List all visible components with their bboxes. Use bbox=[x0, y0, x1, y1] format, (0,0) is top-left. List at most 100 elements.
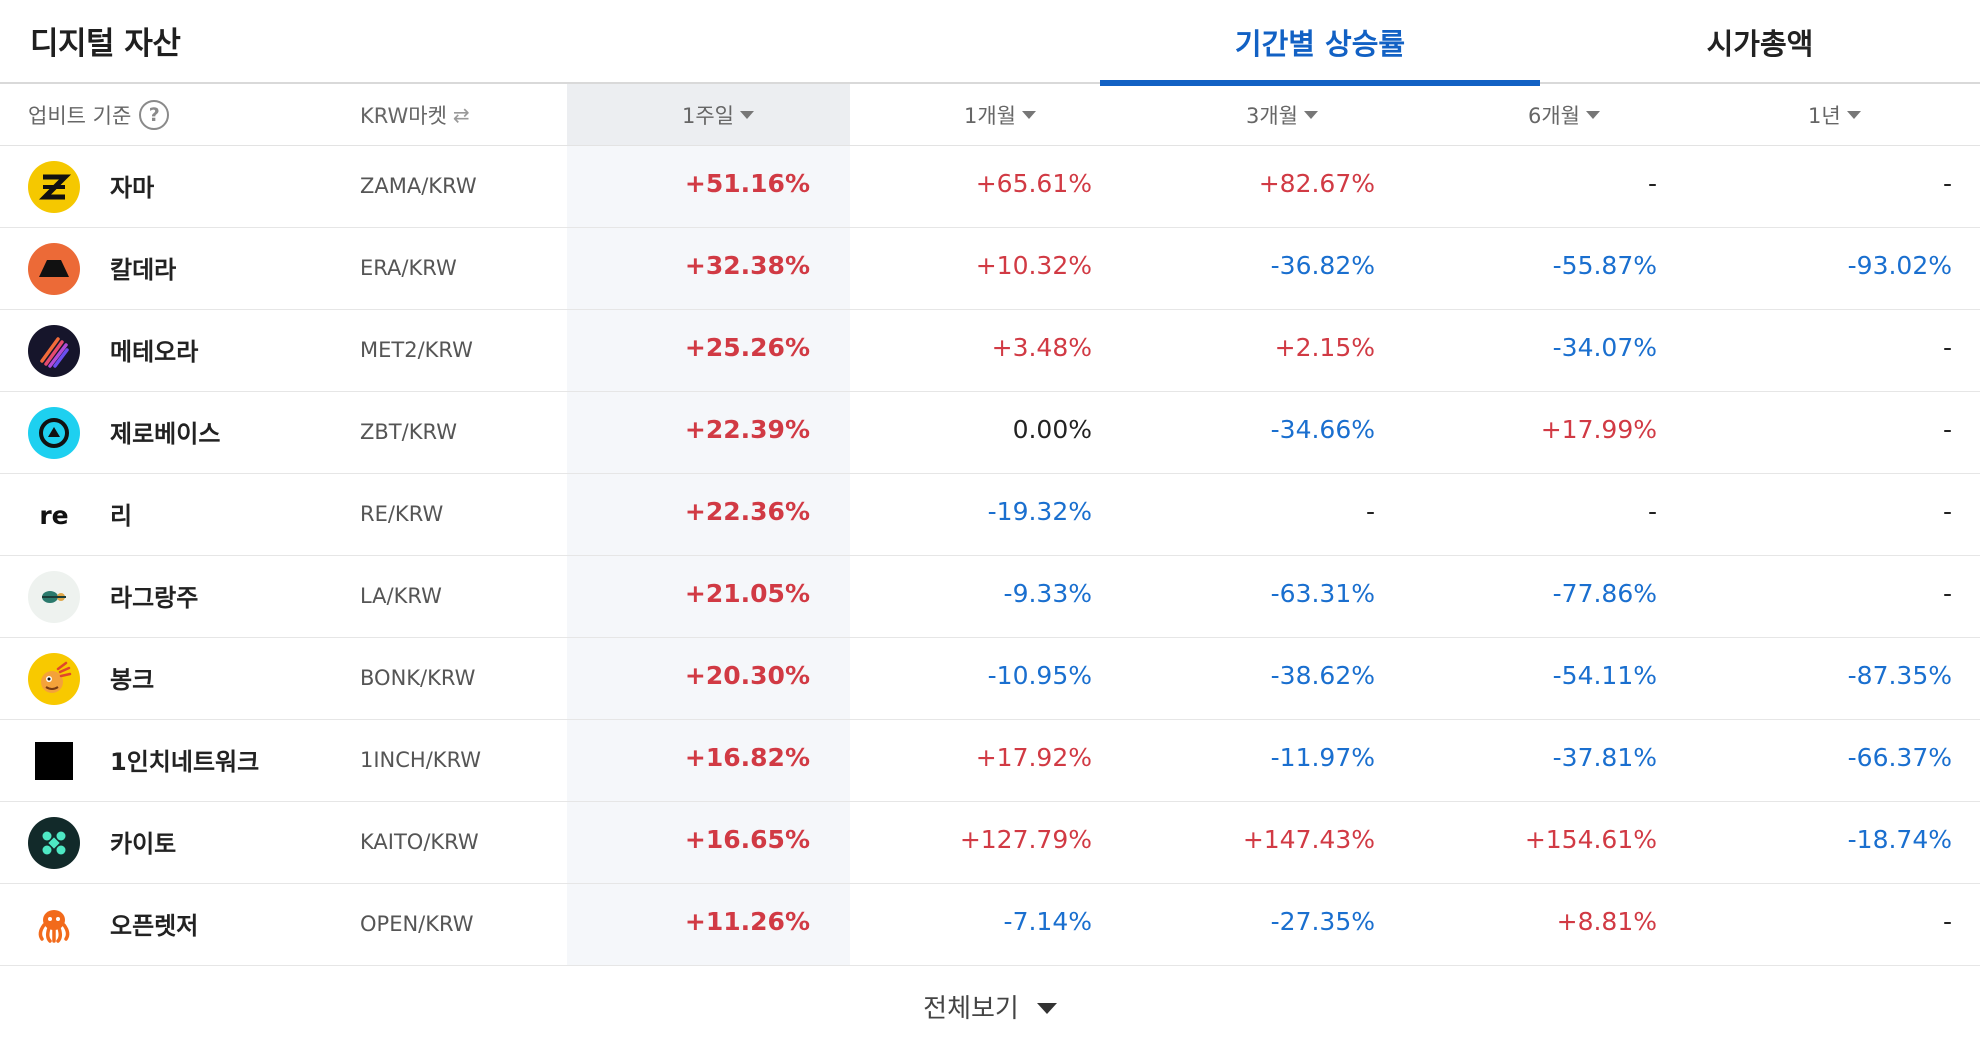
market-toggle[interactable]: KRW마켓 ⇄ bbox=[360, 84, 470, 146]
change-1month: +65.61% bbox=[975, 169, 1092, 198]
view-all-button[interactable]: 전체보기 bbox=[0, 966, 1980, 1046]
change-6month: -34.07% bbox=[1552, 333, 1657, 362]
change-1month: +17.92% bbox=[975, 743, 1092, 772]
zama-logo-icon bbox=[28, 161, 80, 213]
table-row[interactable]: 오픈렛저 OPEN/KRW +11.26% -7.14% -27.35% +8.… bbox=[0, 884, 1980, 966]
basis-label: 업비트 기준 bbox=[28, 104, 132, 128]
asset-pair: ZBT/KRW bbox=[360, 420, 457, 444]
caret-down-icon bbox=[1586, 111, 1601, 119]
change-1week: +22.36% bbox=[684, 497, 810, 526]
change-3month: +2.15% bbox=[1274, 333, 1375, 362]
table-row[interactable]: 메테오라 MET2/KRW +25.26% +3.48% +2.15% -34.… bbox=[0, 310, 1980, 392]
asset-name: 오픈렛저 bbox=[110, 912, 199, 940]
asset-pair: ERA/KRW bbox=[360, 256, 457, 280]
re-logo-icon: re bbox=[28, 489, 80, 541]
change-1month: +127.79% bbox=[959, 825, 1092, 854]
meteora-logo-icon bbox=[28, 325, 80, 377]
change-3month: -36.82% bbox=[1270, 251, 1375, 280]
market-label: KRW마켓 bbox=[360, 104, 447, 128]
table-row[interactable]: 카이토 KAITO/KRW +16.65% +127.79% +147.43% … bbox=[0, 802, 1980, 884]
change-1week: +32.38% bbox=[684, 251, 810, 280]
asset-pair: MET2/KRW bbox=[360, 338, 473, 362]
change-3month: +147.43% bbox=[1242, 825, 1375, 854]
sort-3month-header[interactable]: 3개월 bbox=[1246, 84, 1319, 146]
lagrange-logo-icon bbox=[28, 571, 80, 623]
table-row[interactable]: 제로베이스 ZBT/KRW +22.39% 0.00% -34.66% +17.… bbox=[0, 392, 1980, 474]
openledger-logo-icon bbox=[28, 899, 80, 951]
change-6month: -77.86% bbox=[1552, 579, 1657, 608]
change-1year: -18.74% bbox=[1847, 825, 1952, 854]
col-6month-label: 6개월 bbox=[1528, 104, 1581, 128]
change-6month: -37.81% bbox=[1552, 743, 1657, 772]
sorted-column-bg bbox=[567, 146, 850, 966]
tab-period-returns[interactable]: 기간별 상승률 bbox=[1100, 0, 1540, 86]
change-1week: +25.26% bbox=[684, 333, 810, 362]
header-bar: 디지털 자산 기간별 상승률 시가총액 bbox=[0, 0, 1980, 86]
basis-label-wrap: 업비트 기준 ? bbox=[28, 84, 170, 146]
asset-name: 카이토 bbox=[110, 830, 177, 858]
change-1month: -19.32% bbox=[987, 497, 1092, 526]
col-3month-label: 3개월 bbox=[1246, 104, 1299, 128]
tab-market-cap[interactable]: 시가총액 bbox=[1706, 27, 1814, 61]
asset-name: 칼데라 bbox=[110, 256, 177, 284]
re-logo-text: re bbox=[39, 500, 69, 530]
change-1week: +21.05% bbox=[684, 579, 810, 608]
change-3month: -34.66% bbox=[1270, 415, 1375, 444]
table-row[interactable]: 라그랑주 LA/KRW +21.05% -9.33% -63.31% -77.8… bbox=[0, 556, 1980, 638]
change-1year: - bbox=[1942, 169, 1952, 198]
change-1week: +16.65% bbox=[684, 825, 810, 854]
kaito-logo-icon bbox=[28, 817, 80, 869]
swap-icon: ⇄ bbox=[452, 103, 470, 127]
table-row[interactable]: 봉크 BONK/KRW +20.30% -10.95% -38.62% -54.… bbox=[0, 638, 1980, 720]
change-1month: -10.95% bbox=[987, 661, 1092, 690]
table-row[interactable]: 1인치네트워크 1INCH/KRW +16.82% +17.92% -11.97… bbox=[0, 720, 1980, 802]
asset-pair: KAITO/KRW bbox=[360, 830, 479, 854]
change-3month: -38.62% bbox=[1270, 661, 1375, 690]
asset-pair: LA/KRW bbox=[360, 584, 442, 608]
caret-down-icon bbox=[1304, 111, 1319, 119]
change-1year: - bbox=[1942, 415, 1952, 444]
asset-name: 자마 bbox=[110, 174, 155, 202]
sort-1month-header[interactable]: 1개월 bbox=[964, 84, 1037, 146]
change-1month: +3.48% bbox=[991, 333, 1092, 362]
asset-pair: ZAMA/KRW bbox=[360, 174, 477, 198]
table-row[interactable]: re 리 RE/KRW +22.36% -19.32% - - - bbox=[0, 474, 1980, 556]
asset-name: 리 bbox=[110, 502, 133, 530]
asset-name: 제로베이스 bbox=[110, 420, 221, 448]
table-row[interactable]: 칼데라 ERA/KRW +32.38% +10.32% -36.82% -55.… bbox=[0, 228, 1980, 310]
caret-down-icon bbox=[740, 111, 755, 119]
change-1year: - bbox=[1942, 497, 1952, 526]
zerobase-logo-icon bbox=[28, 407, 80, 459]
change-6month: +154.61% bbox=[1524, 825, 1657, 854]
1inch-logo-square bbox=[35, 742, 73, 780]
caret-down-icon bbox=[1846, 111, 1861, 119]
sort-1year-header[interactable]: 1년 bbox=[1808, 84, 1861, 146]
bonk-logo-icon bbox=[28, 653, 80, 705]
change-1year: -87.35% bbox=[1847, 661, 1952, 690]
caret-down-icon bbox=[1036, 1002, 1057, 1014]
change-1month: +10.32% bbox=[975, 251, 1092, 280]
change-3month: -63.31% bbox=[1270, 579, 1375, 608]
table-header: 업비트 기준 ? KRW마켓 ⇄ 1주일 1개월 3개월 6개월 1년 bbox=[0, 84, 1980, 146]
change-3month: -27.35% bbox=[1270, 907, 1375, 936]
change-1week: +20.30% bbox=[684, 661, 810, 690]
asset-name: 봉크 bbox=[110, 666, 155, 694]
change-1month: -9.33% bbox=[1003, 579, 1092, 608]
help-icon[interactable]: ? bbox=[139, 100, 170, 130]
change-6month: - bbox=[1647, 169, 1657, 198]
asset-pair: RE/KRW bbox=[360, 502, 444, 526]
change-1year: - bbox=[1942, 579, 1952, 608]
sort-6month-header[interactable]: 6개월 bbox=[1528, 84, 1601, 146]
asset-name: 라그랑주 bbox=[110, 584, 199, 612]
change-1year: -93.02% bbox=[1847, 251, 1952, 280]
change-6month: +8.81% bbox=[1556, 907, 1657, 936]
sort-1week-header[interactable]: 1주일 bbox=[682, 84, 755, 146]
change-1month: -7.14% bbox=[1003, 907, 1092, 936]
asset-pair: OPEN/KRW bbox=[360, 912, 474, 936]
change-1year: -66.37% bbox=[1847, 743, 1952, 772]
change-3month: -11.97% bbox=[1270, 743, 1375, 772]
change-6month: -55.87% bbox=[1552, 251, 1657, 280]
table-row[interactable]: 자마 ZAMA/KRW +51.16% +65.61% +82.67% - - bbox=[0, 146, 1980, 228]
sorted-column-header-bg bbox=[567, 84, 850, 146]
